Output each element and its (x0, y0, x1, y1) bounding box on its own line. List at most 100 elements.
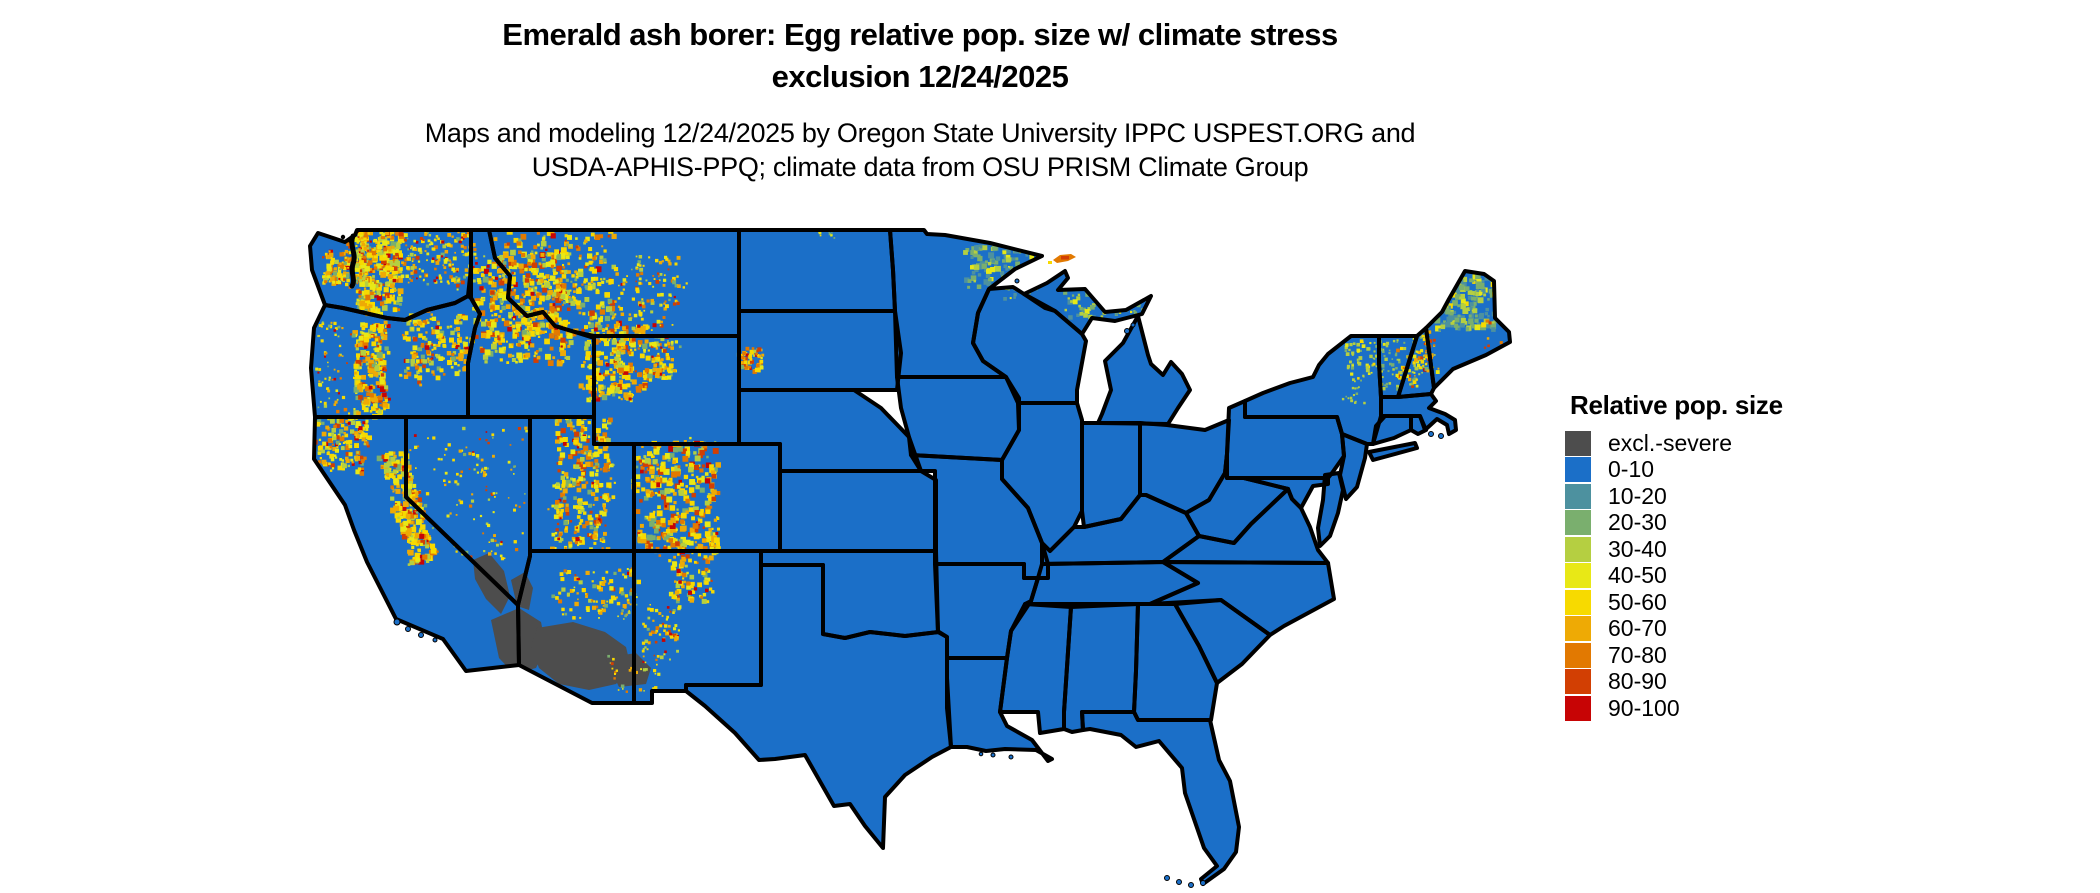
speckle (456, 315, 461, 320)
speckle (368, 329, 373, 334)
speckle (639, 353, 645, 359)
speckle (1408, 374, 1411, 377)
speckle (1352, 378, 1355, 382)
speckle (617, 297, 621, 300)
speckle (365, 294, 371, 301)
speckle (528, 287, 532, 291)
speckle (363, 398, 370, 405)
speckle (550, 264, 554, 269)
speckle (973, 279, 976, 283)
speckle (660, 292, 664, 297)
speckle (658, 275, 660, 278)
speckle (596, 397, 601, 402)
speckle (675, 528, 678, 531)
speckle (361, 374, 366, 380)
speckle (358, 381, 361, 384)
speckle (660, 320, 663, 324)
speckle (417, 548, 421, 552)
speckle (373, 239, 376, 243)
speckle (458, 356, 464, 362)
speckle (660, 304, 663, 306)
speckle (522, 340, 526, 345)
speckle (418, 268, 421, 270)
speckle (624, 614, 627, 618)
speckle (418, 558, 425, 565)
speckle (504, 243, 507, 246)
speckle (704, 448, 707, 452)
speckle (473, 468, 476, 471)
speckle (516, 352, 523, 359)
speckle (698, 569, 701, 572)
speckle (607, 582, 610, 585)
speckle (641, 445, 644, 448)
speckle (544, 330, 547, 333)
speckle (356, 411, 361, 416)
speckle (567, 234, 572, 240)
speckle (332, 447, 337, 452)
speckle (565, 243, 569, 247)
speckle (634, 670, 638, 674)
speckle (564, 239, 567, 242)
speckle (409, 560, 415, 566)
speckle (557, 447, 562, 452)
speckle (357, 236, 360, 238)
speckle (528, 299, 532, 303)
speckle (644, 457, 651, 464)
speckle (1346, 366, 1350, 370)
speckle (556, 511, 559, 514)
speckle (676, 508, 679, 511)
speckle (760, 366, 764, 370)
speckle (356, 434, 360, 438)
speckle (353, 363, 359, 369)
speckle (622, 282, 625, 285)
speckle (356, 276, 360, 280)
speckle (601, 305, 605, 309)
speckle (1443, 320, 1446, 324)
speckle (545, 295, 550, 301)
speckle (710, 542, 715, 547)
speckle (685, 539, 691, 545)
speckle (535, 279, 539, 282)
speckle (1462, 281, 1467, 287)
speckle (576, 246, 581, 251)
speckle (522, 264, 529, 270)
speckle (665, 257, 669, 261)
speckle (564, 442, 569, 447)
speckle (417, 321, 423, 326)
speckle (439, 337, 443, 341)
speckle (1373, 341, 1376, 344)
speckle (325, 352, 328, 355)
speckle (446, 514, 450, 518)
speckle (1388, 349, 1391, 352)
speckle (402, 240, 405, 244)
speckle (644, 517, 647, 520)
speckle (1412, 380, 1417, 384)
speckle (419, 554, 424, 559)
speckle (590, 375, 593, 378)
speckle (627, 571, 631, 575)
speckle (592, 571, 595, 574)
speckle (345, 458, 350, 463)
speckle (638, 277, 642, 281)
speckle (600, 278, 603, 281)
speckle (407, 563, 411, 566)
speckle (421, 269, 424, 273)
speckle (555, 431, 561, 436)
speckle (1485, 307, 1489, 312)
speckle (678, 479, 682, 484)
speckle (377, 342, 381, 346)
speckle (411, 354, 417, 359)
state-fill-missouri (911, 455, 1048, 578)
speckle (598, 386, 602, 390)
speckle (324, 252, 328, 256)
speckle (563, 301, 566, 305)
speckle (617, 615, 619, 618)
speckle (1391, 373, 1394, 376)
speckle (414, 254, 417, 257)
speckle (641, 641, 646, 645)
speckle (494, 313, 498, 317)
speckle (383, 407, 386, 411)
speckle (1428, 290, 1433, 295)
speckle (330, 260, 335, 264)
speckle (502, 278, 508, 284)
